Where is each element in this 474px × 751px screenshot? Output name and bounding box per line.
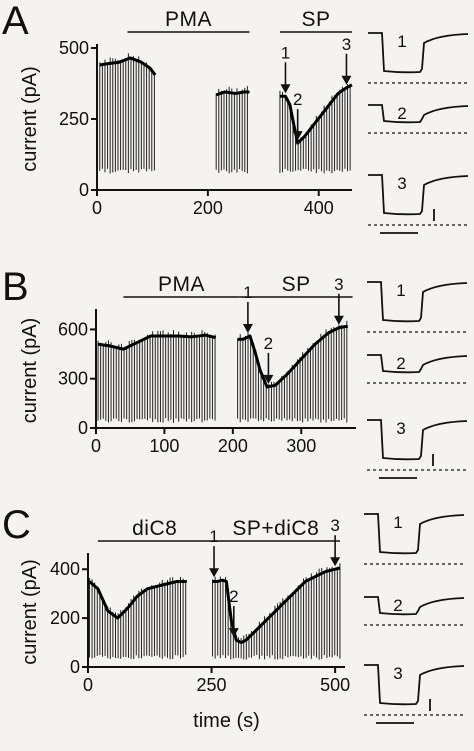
condition-label: SP — [301, 8, 330, 31]
y-tick-label: 500 — [59, 38, 89, 58]
inset-trace-1 — [364, 513, 465, 565]
inset-label: 3 — [396, 419, 405, 438]
series-envelope — [237, 324, 349, 389]
y-tick-label: 0 — [78, 418, 88, 438]
panel-letter: B — [2, 265, 29, 309]
inset-trace — [364, 513, 465, 555]
inset-trace-2 — [367, 354, 468, 384]
x-tick-label: 500 — [320, 675, 350, 695]
y-tick-label: 0 — [79, 180, 89, 200]
marker-label: 2 — [264, 334, 273, 353]
series-2 — [279, 83, 353, 174]
inset-trace — [368, 174, 469, 216]
inset-label: 2 — [393, 596, 402, 615]
series-0 — [97, 330, 217, 423]
condition-label: SP+diC8 — [232, 517, 319, 540]
x-tick-label: 250 — [197, 675, 227, 695]
marker-arrowhead — [263, 374, 274, 384]
inset-label: 1 — [393, 513, 402, 532]
x-tick-label: 300 — [286, 436, 316, 456]
x-tick-label: 200 — [218, 436, 248, 456]
inset-label: 1 — [396, 281, 405, 300]
inset-label: 3 — [397, 174, 406, 193]
x-tick-label: 400 — [304, 198, 334, 218]
series-0 — [99, 53, 157, 174]
inset-trace — [367, 354, 468, 374]
series-1 — [215, 86, 250, 174]
marker-label: 3 — [330, 516, 339, 535]
x-tick-label: 0 — [92, 198, 102, 218]
series-1 — [212, 563, 341, 660]
x-tick-label: 0 — [91, 436, 101, 456]
panel-letter: C — [2, 503, 31, 547]
marker-label: 2 — [229, 587, 238, 606]
panel-letter: A — [2, 0, 29, 43]
marker-arrowhead — [242, 324, 253, 333]
marker-label: 1 — [209, 527, 218, 546]
x-tick-label: 200 — [193, 198, 223, 218]
y-axis-label: current (pA) — [19, 559, 41, 665]
y-tick-label: 300 — [58, 369, 88, 389]
condition-label: diC8 — [132, 517, 177, 540]
x-tick-label: 0 — [83, 675, 93, 695]
inset-trace-3 — [364, 664, 465, 724]
inset-trace-1 — [367, 281, 468, 333]
inset-label: 1 — [397, 32, 406, 51]
marker-arrowhead — [330, 557, 341, 567]
y-tick-label: 400 — [50, 559, 80, 579]
marker-arrowhead — [228, 628, 239, 638]
x-tick-label: 100 — [149, 436, 179, 456]
inset-trace — [367, 281, 468, 323]
inset-trace-3 — [367, 419, 468, 479]
marker-label: 1 — [243, 283, 252, 302]
condition-label: SP — [282, 273, 311, 296]
series-envelope — [88, 579, 187, 620]
panel-a — [91, 31, 469, 234]
inset-trace-1 — [368, 32, 469, 84]
marker-label: 2 — [293, 90, 302, 109]
marker-arrowhead — [292, 131, 303, 141]
series-envelope — [97, 333, 217, 351]
inset-trace-2 — [364, 596, 465, 626]
condition-label: PMA — [165, 8, 212, 31]
inset-label: 2 — [396, 354, 405, 373]
condition-label: PMA — [158, 273, 205, 296]
inset-trace-2 — [368, 104, 469, 134]
marker-arrowhead — [209, 568, 220, 578]
marker-label: 3 — [334, 275, 343, 294]
series-envelope — [212, 566, 341, 645]
y-tick-label: 0 — [70, 657, 80, 677]
inset-trace — [368, 104, 469, 124]
marker-label: 1 — [281, 43, 290, 62]
marker-arrowhead — [341, 75, 352, 85]
inset-trace — [367, 419, 468, 461]
inset-trace — [368, 32, 469, 74]
y-tick-label: 600 — [58, 319, 88, 339]
series-envelope — [215, 90, 250, 97]
x-axis-label: time (s) — [193, 710, 260, 732]
inset-label: 3 — [393, 664, 402, 683]
y-axis-label: current (pA) — [19, 66, 41, 172]
series-1 — [237, 320, 349, 423]
y-tick-label: 250 — [59, 109, 89, 129]
inset-trace — [364, 596, 465, 616]
marker-label: 3 — [342, 35, 351, 54]
series-0 — [88, 576, 187, 660]
inset-label: 2 — [397, 104, 406, 123]
y-tick-label: 200 — [50, 608, 80, 628]
inset-trace-3 — [368, 174, 469, 234]
inset-trace — [364, 664, 465, 706]
marker-arrowhead — [333, 315, 344, 325]
series-envelope — [99, 56, 157, 76]
series-envelope — [279, 83, 353, 145]
marker-arrowhead — [280, 84, 291, 94]
panel-c — [82, 513, 465, 724]
panel-b — [90, 281, 468, 479]
y-axis-label: current (pA) — [19, 318, 41, 424]
